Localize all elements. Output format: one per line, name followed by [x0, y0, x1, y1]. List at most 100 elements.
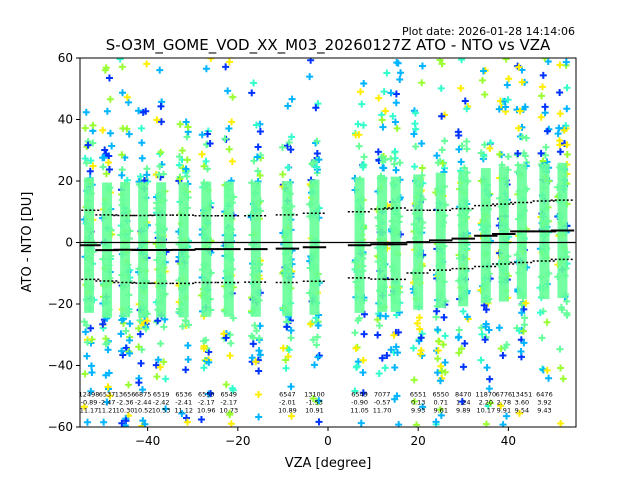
- scatter-point: [106, 95, 114, 103]
- scatter-point: [203, 165, 211, 173]
- scatter-point: [501, 344, 509, 352]
- scatter-point: [387, 155, 395, 163]
- scatter-point: [157, 148, 165, 156]
- scatter-point: [518, 309, 526, 317]
- annotation-std: 11.21: [98, 406, 117, 414]
- scatter-point: [125, 336, 133, 344]
- annotation-count: 13451: [512, 390, 533, 398]
- scatter-point: [287, 327, 295, 335]
- scatter-point: [390, 331, 398, 339]
- scatter-point: [559, 375, 567, 383]
- scatter-point: [438, 146, 446, 154]
- scatter-point: [503, 81, 511, 89]
- annotation-std: 9.54: [515, 406, 529, 414]
- scatter-point: [200, 364, 208, 372]
- scatter-point: [183, 418, 191, 426]
- scatter-point: [418, 62, 426, 70]
- scatter-point: [463, 105, 471, 113]
- annotation-mean: -0.89: [81, 398, 98, 406]
- scatter-point: [495, 105, 503, 113]
- scatter-point: [417, 347, 425, 355]
- scatter-point: [355, 142, 363, 150]
- scatter-point: [563, 141, 571, 149]
- scatter-point: [433, 152, 441, 160]
- annotation-std: 10.17: [477, 406, 496, 414]
- annotation-std: 10.30: [116, 406, 135, 414]
- annotation-std: 9.91: [497, 406, 511, 414]
- scatter-point: [383, 352, 391, 360]
- scatter-point: [101, 146, 109, 154]
- scatter-point: [248, 332, 256, 340]
- scatter-point: [541, 109, 549, 117]
- scatter-point: [153, 116, 161, 124]
- scatter-point: [103, 107, 111, 115]
- scatter-point: [483, 364, 491, 372]
- scatter-point: [123, 125, 131, 133]
- scatter-point: [457, 84, 465, 92]
- scatter-point: [390, 160, 398, 168]
- scatter-point: [457, 158, 465, 166]
- scatter-point: [229, 93, 237, 101]
- scatter-point: [418, 139, 426, 147]
- scatter-point: [458, 58, 466, 64]
- scatter-point: [514, 150, 522, 158]
- scatter-point: [516, 409, 524, 417]
- scatter-point: [100, 154, 108, 162]
- scatter-point: [394, 328, 402, 336]
- scatter-point: [441, 368, 449, 376]
- scatter-point: [255, 347, 263, 355]
- scatter-point: [387, 346, 395, 354]
- scatter-point: [222, 334, 230, 342]
- x-tick-label: 20: [411, 434, 426, 448]
- scatter-point: [178, 409, 186, 417]
- scatter-point: [477, 149, 485, 157]
- scatter-point: [354, 120, 362, 128]
- annotation-mean: -0.90: [351, 398, 368, 406]
- annotation-count: 6476: [536, 390, 553, 398]
- annotation-std: 11.05: [350, 406, 369, 414]
- y-axis-ticks: −60 −40 −20 0 20 40 60: [48, 51, 80, 434]
- x-tick-label: 40: [501, 434, 516, 448]
- scatter-point: [545, 374, 553, 382]
- scatter-point: [539, 83, 547, 91]
- scatter-point: [434, 347, 442, 355]
- scatter-point: [137, 124, 145, 132]
- scatter-point: [104, 383, 112, 391]
- annotation-mean: -1.53: [306, 398, 323, 406]
- scatter-point: [395, 421, 403, 427]
- scatter-point: [182, 366, 190, 374]
- scatter-point: [104, 346, 112, 354]
- scatter-point: [182, 118, 190, 126]
- scatter-point: [380, 164, 388, 172]
- scatter-point: [392, 90, 400, 98]
- scatter-point: [556, 110, 564, 118]
- annotation-count: 13656: [115, 390, 136, 398]
- scatter-point: [409, 344, 417, 352]
- scatter-point: [314, 353, 322, 361]
- scatter-point: [229, 386, 237, 394]
- scatter-point: [284, 352, 292, 360]
- scatter-point: [105, 165, 113, 173]
- scatter-point: [205, 348, 213, 356]
- scatter-point: [87, 157, 95, 165]
- scatter-point: [116, 58, 124, 63]
- scatter-point: [288, 95, 296, 103]
- scatter-point: [502, 58, 510, 63]
- scatter-point: [391, 363, 399, 371]
- scatter-point: [225, 58, 233, 66]
- annotation-std: 10.73: [219, 406, 238, 414]
- scatter-point: [314, 398, 322, 406]
- scatter-point: [396, 159, 404, 167]
- scatter-point: [87, 362, 95, 370]
- scatter-point: [485, 385, 493, 393]
- scatter-point: [461, 339, 469, 347]
- scatter-point: [153, 318, 161, 326]
- scatter-point: [499, 352, 507, 360]
- scatter-point: [461, 97, 469, 105]
- x-tick-label: −20: [225, 434, 250, 448]
- scatter-point: [99, 320, 107, 328]
- scatter-point: [279, 344, 287, 352]
- scatter-point: [314, 100, 322, 108]
- scatter-point: [418, 164, 426, 172]
- scatter-point: [279, 170, 287, 178]
